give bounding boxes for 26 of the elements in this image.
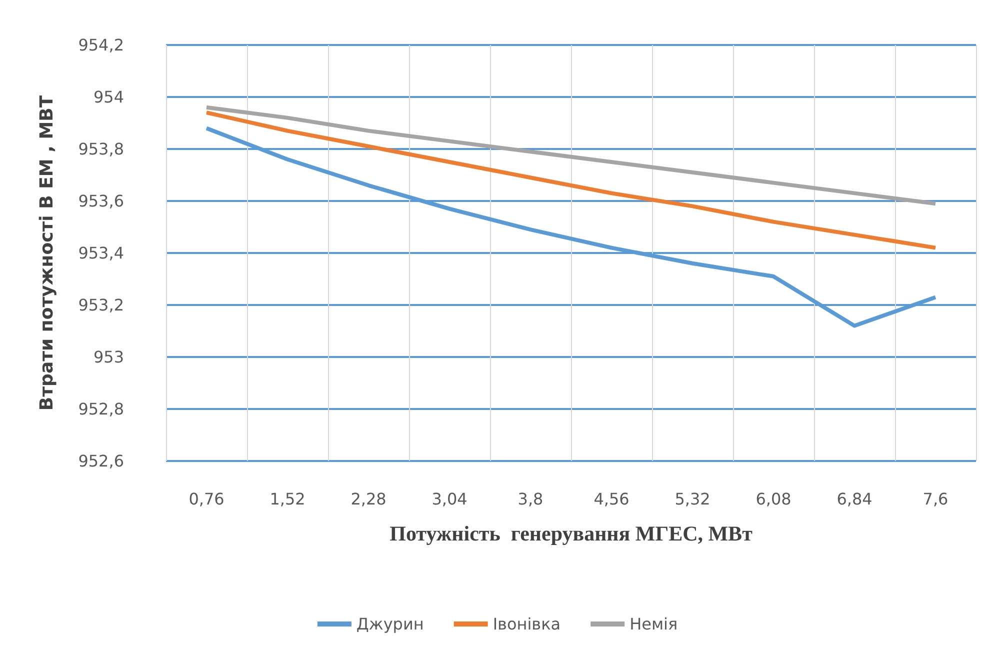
legend-label: Івонівка [492,614,561,634]
x-tick-label: 1,52 [270,490,306,508]
x-tick-label: 0,76 [188,490,224,508]
x-tick-label: 2,28 [350,490,386,508]
x-tick-label: 5,32 [674,490,710,508]
x-tick-label: 4,56 [594,490,630,508]
x-tick-label: 6,08 [756,490,792,508]
line-series [204,110,938,250]
y-tick-label: 954,2 [78,36,124,54]
x-tick-label: 3,8 [518,490,544,508]
y-tick-label: 954 [93,88,124,106]
legend-label: Немія [630,614,678,634]
y-tick-label: 953 [93,348,124,366]
line-series [204,105,938,206]
x-tick-label: 3,04 [432,490,468,508]
x-tick-label: 7,6 [922,490,948,508]
x-axis-title: Потужність генерування МГЕС, МВт [390,522,754,546]
y-axis-title: Втрати потужності В ЕМ , МВТ [36,94,58,411]
y-tick-label: 953,6 [78,192,124,210]
y-tick-label: 952,6 [78,452,124,470]
y-tick-label: 953,8 [78,140,124,158]
y-tick-label: 953,4 [78,244,124,262]
x-tick-label: 6,84 [836,490,872,508]
y-tick-label: 952,8 [78,400,124,418]
y-tick-label: 953,2 [78,296,124,314]
legend-label: Джурин [356,614,424,634]
